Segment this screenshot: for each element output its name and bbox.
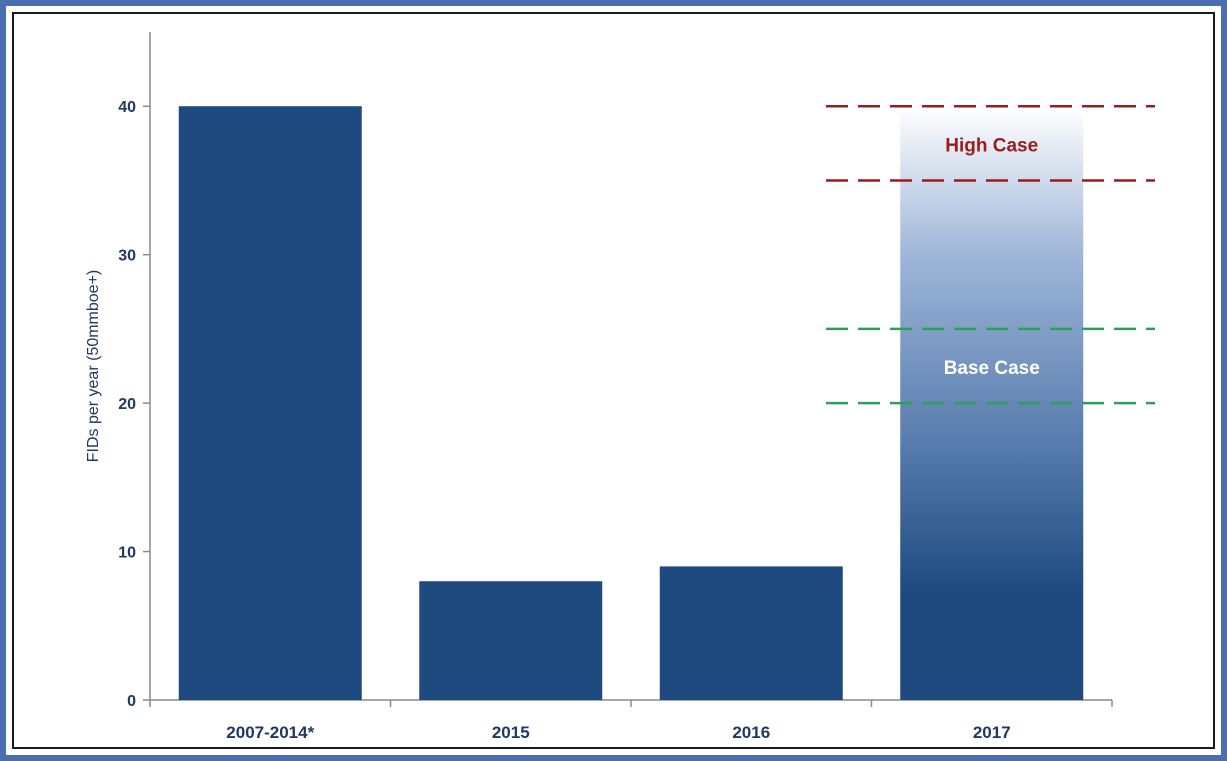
y-tick-label: 30 bbox=[118, 248, 136, 265]
x-tick-label: 2015 bbox=[492, 723, 530, 742]
y-tick-label: 20 bbox=[118, 396, 136, 413]
y-axis-title: FIDs per year (50mmboe+) bbox=[85, 270, 102, 463]
y-tick-label: 0 bbox=[127, 693, 136, 710]
bar bbox=[419, 581, 603, 700]
chart-inner-border bbox=[12, 12, 1215, 749]
x-tick-label: 2017 bbox=[973, 723, 1011, 742]
y-tick-label: 10 bbox=[118, 545, 136, 562]
x-tick-label: 2007-2014* bbox=[226, 723, 314, 742]
base-case-label: Base Case bbox=[944, 358, 1040, 379]
y-tick-label: 40 bbox=[118, 99, 136, 116]
bar bbox=[659, 566, 843, 700]
x-tick-label: 2016 bbox=[732, 723, 770, 742]
high-case-label: High Case bbox=[945, 135, 1038, 156]
bar bbox=[178, 106, 362, 700]
